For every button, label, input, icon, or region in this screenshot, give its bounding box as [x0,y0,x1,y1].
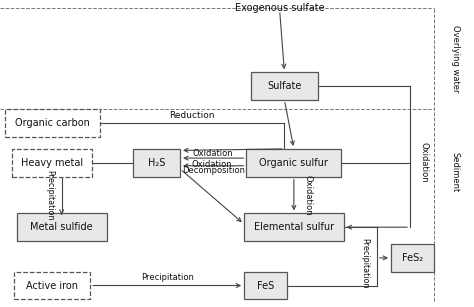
Text: H₂S: H₂S [148,158,165,168]
Text: Reduction: Reduction [169,111,215,120]
FancyBboxPatch shape [14,272,90,299]
FancyBboxPatch shape [391,244,434,272]
Text: Oxidation: Oxidation [304,175,312,215]
Text: FeS: FeS [257,281,274,290]
Text: Exogenous sulfate: Exogenous sulfate [235,3,325,13]
Text: Organic sulfur: Organic sulfur [259,158,328,168]
Text: Oxidation: Oxidation [193,149,234,158]
Text: FeS₂: FeS₂ [402,253,423,263]
FancyBboxPatch shape [5,109,100,137]
Text: Precipitation: Precipitation [46,170,54,220]
FancyBboxPatch shape [12,149,92,177]
FancyBboxPatch shape [246,149,341,177]
Text: Elemental sulfur: Elemental sulfur [254,222,334,232]
FancyBboxPatch shape [244,272,287,299]
Text: Precipitation: Precipitation [361,238,369,289]
Text: Heavy metal: Heavy metal [21,158,83,168]
FancyBboxPatch shape [251,72,318,100]
Text: Active iron: Active iron [26,281,78,290]
Text: Organic carbon: Organic carbon [15,118,90,128]
Text: Metal sulfide: Metal sulfide [30,222,93,232]
Text: Precipitation: Precipitation [141,273,193,282]
Text: Oxidation: Oxidation [192,160,232,169]
Text: Sulfate: Sulfate [267,81,301,91]
FancyBboxPatch shape [17,213,107,241]
Text: Sediment: Sediment [451,152,459,192]
FancyBboxPatch shape [133,149,180,177]
Text: Decomposition: Decomposition [182,166,245,175]
FancyBboxPatch shape [244,213,344,241]
Text: Oxidation: Oxidation [420,142,428,183]
Text: Overlying water: Overlying water [451,25,459,92]
